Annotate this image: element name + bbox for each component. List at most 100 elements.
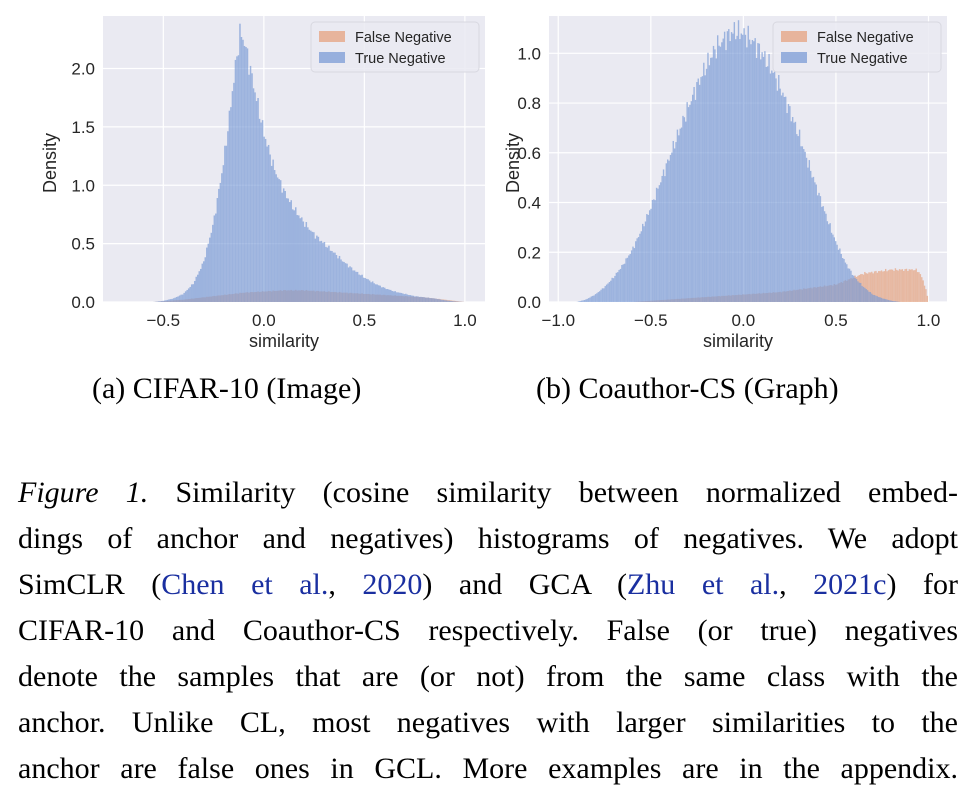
- histogram-bar: [667, 159, 668, 302]
- histogram-bar: [170, 299, 172, 302]
- histogram-bar: [677, 130, 678, 302]
- histogram-bar: [384, 288, 386, 302]
- histogram-bar: [782, 93, 783, 302]
- histogram-bar: [306, 222, 308, 302]
- histogram-bar: [272, 160, 274, 302]
- histogram-bar: [893, 301, 894, 302]
- histogram-bar: [199, 271, 201, 302]
- histogram-bar: [417, 296, 419, 302]
- histogram-bar: [710, 58, 711, 302]
- histogram-bar: [739, 39, 740, 302]
- histogram-bar: [810, 171, 811, 302]
- histogram-bar: [364, 278, 366, 302]
- histogram-bar: [250, 66, 252, 302]
- histogram-bar: [828, 224, 829, 302]
- histogram-bar: [825, 214, 826, 302]
- histogram-bar: [922, 280, 923, 302]
- histogram-bar: [278, 179, 280, 302]
- histogram-bar: [896, 301, 897, 302]
- citation-link[interactable]: 2020: [362, 568, 422, 601]
- histogram-bar: [688, 107, 689, 302]
- histogram-bar: [631, 250, 632, 302]
- histogram-bar: [841, 254, 842, 302]
- histogram-bar: [441, 300, 443, 302]
- histogram-bar: [717, 35, 718, 302]
- y-tick-label: 1.5: [71, 118, 95, 137]
- histogram-bar: [685, 122, 686, 302]
- histogram-bar: [265, 139, 267, 302]
- histogram-bar: [315, 239, 317, 302]
- histogram-bar: [263, 137, 265, 302]
- histogram-bar: [652, 200, 653, 302]
- histogram-bar: [230, 107, 232, 302]
- histogram-bar: [650, 209, 651, 302]
- y-axis-label: Density: [503, 133, 523, 193]
- histogram-bar: [645, 221, 646, 302]
- histogram-bar: [866, 289, 867, 302]
- histogram-bar: [322, 243, 324, 302]
- histogram-bar: [605, 286, 606, 302]
- histogram-bar: [803, 149, 804, 302]
- y-tick-label: 2.0: [71, 60, 95, 79]
- histogram-bar: [878, 297, 879, 302]
- histogram-bar: [909, 269, 910, 302]
- histogram-bar: [372, 281, 374, 302]
- histogram-bar: [693, 87, 694, 302]
- histogram-bar: [217, 198, 219, 302]
- citation-link[interactable]: Zhu et al.: [627, 568, 779, 601]
- histogram-bar: [192, 284, 194, 302]
- histogram-bar: [581, 301, 582, 302]
- histogram-bar: [673, 141, 674, 302]
- histogram-bar: [918, 272, 919, 302]
- histogram-bar: [600, 290, 601, 302]
- histogram-bar: [913, 270, 914, 302]
- histogram-bar: [643, 226, 644, 302]
- histogram-bar: [863, 287, 864, 302]
- histogram-bar: [727, 31, 728, 302]
- histogram-bar: [728, 29, 729, 302]
- histogram-bar: [745, 35, 746, 302]
- histogram-bar: [593, 295, 594, 302]
- histogram-bar: [369, 281, 371, 302]
- histogram-bar: [793, 123, 794, 302]
- histogram-bar: [675, 142, 676, 302]
- histogram-bar: [709, 65, 710, 302]
- citation-link[interactable]: Chen et al.: [161, 568, 328, 601]
- histogram-bar: [399, 293, 401, 302]
- histogram-bar: [174, 298, 176, 302]
- histogram-bar: [734, 22, 735, 302]
- histogram-bar: [321, 241, 323, 302]
- histogram-bar: [358, 275, 360, 302]
- histogram-bar: [763, 57, 764, 302]
- citation-link[interactable]: 2021c: [813, 568, 886, 601]
- histogram-bar: [357, 272, 359, 302]
- histogram-bar: [254, 92, 256, 302]
- caption-text: ) and GCA (: [422, 568, 627, 601]
- histogram-bar: [896, 270, 897, 302]
- histogram-bar: [838, 250, 839, 302]
- y-tick-label: 0.8: [517, 94, 541, 113]
- histogram-bar: [354, 270, 356, 302]
- histogram-bar: [578, 301, 579, 302]
- histogram-bar: [852, 275, 853, 302]
- histogram-bar: [432, 298, 434, 302]
- histogram-bar: [617, 272, 618, 302]
- caption-text: ,: [779, 568, 813, 601]
- histogram-bar: [245, 47, 247, 302]
- histogram-bar: [791, 121, 792, 302]
- histogram-bar: [860, 283, 861, 302]
- histogram-bar: [413, 296, 415, 302]
- histogram-bar: [191, 284, 193, 302]
- histogram-bar: [829, 223, 830, 302]
- histogram-bar: [885, 269, 886, 302]
- histogram-bar: [393, 291, 395, 302]
- x-tick-label: −1.0: [541, 311, 575, 330]
- histogram-bar: [907, 271, 908, 302]
- histogram-bar: [327, 248, 329, 302]
- histogram-bar: [903, 271, 904, 302]
- histogram-bar: [214, 215, 216, 302]
- histogram-bar: [807, 168, 808, 302]
- histogram-bar: [641, 231, 642, 302]
- histogram-bar: [884, 299, 885, 302]
